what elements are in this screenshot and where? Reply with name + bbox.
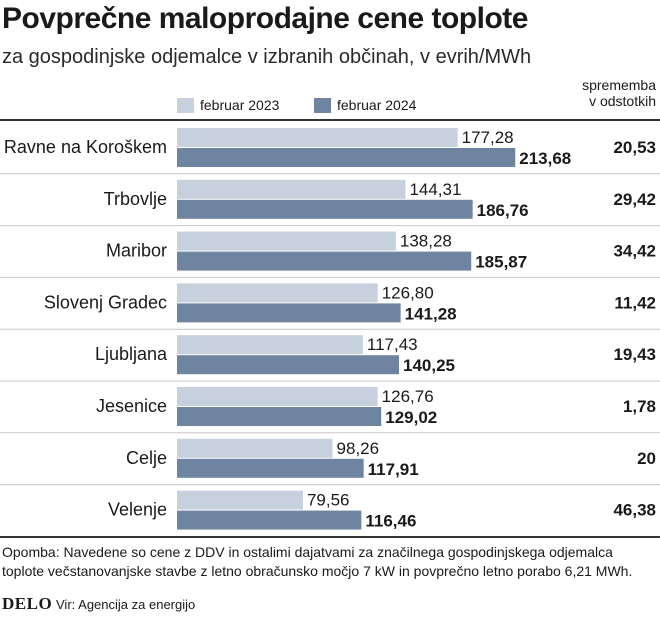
change-value: 11,42	[614, 293, 656, 312]
legend-label-2024: februar 2024	[337, 97, 417, 113]
category-label: Velenje	[108, 500, 167, 520]
top-rule	[0, 119, 660, 121]
footnote: Opomba: Navedene so cene z DDV in ostali…	[2, 544, 633, 579]
legend-swatch-2023	[177, 97, 194, 113]
change-value: 1,78	[623, 397, 656, 416]
change-value: 20	[637, 449, 656, 468]
value-label-2024: 186,76	[477, 201, 529, 220]
bar-2023	[177, 128, 458, 147]
bar-2023	[177, 231, 396, 251]
chart-subtitle: za gospodinjske odjemalce v izbranih obč…	[2, 46, 532, 68]
bar-2024	[177, 251, 472, 271]
bar-2023	[177, 335, 363, 355]
value-label-2023: 126,76	[382, 387, 434, 406]
legend-label-2023: februar 2023	[200, 97, 280, 113]
value-label-2023: 117,43	[367, 335, 418, 354]
value-label-2024: 141,28	[405, 304, 457, 323]
bar-2024	[177, 199, 473, 219]
change-value: 20,53	[613, 138, 656, 157]
value-label-2024: 185,87	[475, 253, 527, 272]
bottom-rule	[0, 536, 660, 538]
value-label-2023: 138,28	[400, 232, 452, 251]
category-label: Trbovlje	[104, 189, 167, 209]
value-label-2023: 79,56	[307, 491, 350, 510]
legend-item-2023: februar 2023	[177, 97, 279, 113]
bar-2024	[177, 303, 401, 323]
bar-2023	[177, 438, 333, 458]
category-label: Maribor	[106, 241, 167, 261]
delo-logo: DELO	[2, 594, 53, 613]
change-value: 19,43	[613, 345, 656, 364]
category-label: Slovenj Gradec	[44, 292, 167, 312]
source-text: Vir: Agencija za energijo	[56, 597, 196, 612]
value-label-2024: 116,46	[365, 512, 416, 531]
value-label-2023: 126,80	[382, 283, 434, 302]
value-label-2023: 144,31	[409, 180, 461, 199]
bar-2024	[177, 148, 516, 167]
value-label-2024: 129,02	[385, 408, 437, 427]
bar-2023	[177, 283, 378, 303]
bar-2023	[177, 490, 303, 510]
bar-2024	[177, 458, 364, 478]
bar-2023	[177, 387, 378, 406]
change-value: 46,38	[613, 501, 656, 520]
value-label-2023: 98,26	[337, 439, 380, 458]
value-label-2023: 177,28	[462, 128, 514, 147]
bar-2023	[177, 179, 406, 199]
value-label-2024: 117,91	[368, 460, 419, 479]
bar-2024	[177, 355, 400, 375]
bar-2024	[177, 510, 362, 530]
change-value: 29,42	[613, 190, 656, 209]
bar-2024	[177, 407, 382, 426]
change-header-line1: sprememba	[582, 77, 656, 93]
value-label-2024: 140,25	[403, 356, 455, 375]
category-label: Celje	[126, 448, 167, 468]
change-value: 34,42	[613, 242, 656, 261]
category-label: Ravne na Koroškem	[4, 137, 167, 157]
legend-swatch-2024	[314, 97, 331, 113]
legend-item-2024: februar 2024	[314, 97, 416, 113]
change-header-line2: v odstotkih	[589, 93, 656, 109]
category-label: Ljubljana	[95, 344, 168, 364]
chart-title: Povprečne maloprodajne cene toplote	[2, 2, 528, 35]
change-column-header: sprememba v odstotkih	[536, 77, 656, 109]
category-label: Jesenice	[96, 396, 167, 416]
value-label-2024: 213,68	[519, 149, 571, 168]
